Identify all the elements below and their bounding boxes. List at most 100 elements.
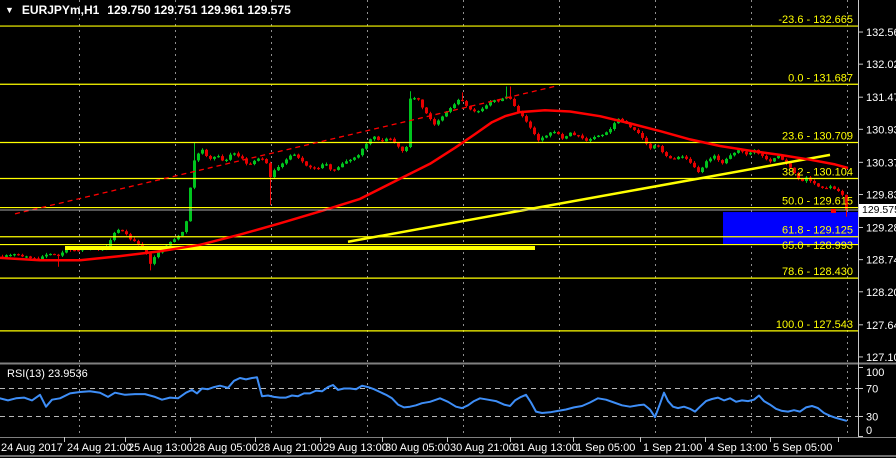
rsi-indicator-label: RSI(13) 23.9536 [7,368,88,380]
trendline-rising-yellow[interactable] [347,153,831,244]
candle-body [405,147,408,151]
price-tick-label: 132.025 [866,59,896,71]
time-axis-label: 25 Aug 13:00 [128,442,193,454]
candle-body [645,137,648,144]
candle-body [281,163,284,167]
candle-body [257,158,260,161]
symbol-dropdown-icon[interactable]: ▼ [5,5,14,15]
candle-body [745,151,748,155]
candle-body [109,240,112,247]
price-tick-label: 127.105 [866,352,896,364]
candle-body [501,98,504,102]
candle-body [381,140,384,142]
candle-body [269,163,272,178]
candle-body [589,139,592,141]
time-axis-label: 29 Aug 13:00 [323,442,388,454]
candle-body [385,138,388,142]
candle-body [497,100,500,102]
rsi-scale-label: 100 [866,367,884,379]
candle-body [633,127,636,130]
candle-body [261,158,264,160]
candle-body [677,156,680,160]
candle-body [553,131,556,134]
candle-body [345,161,348,164]
candle-body [581,135,584,139]
candle-body [145,248,148,254]
candle-body [721,160,724,164]
candle-body [733,152,736,156]
candle-body [689,158,692,163]
candle-body [325,164,328,166]
candle-body [241,156,244,159]
candle-body [245,158,248,164]
candle-body [569,132,572,137]
candle-body [321,164,324,169]
price-tick-label: 129.835 [866,189,896,201]
candle-body [605,132,608,135]
candle-body [717,155,720,161]
candle-body [825,187,828,190]
candle-body [661,146,664,153]
candle-body [333,169,336,171]
candle-body [273,170,276,178]
candle-body [513,98,516,107]
price-tick-label: 128.740 [866,255,896,267]
candle-body [209,155,212,159]
candle-body [541,137,544,141]
candle-body [313,167,316,169]
candle-body [449,108,452,112]
candle-body [153,257,156,264]
candle-body [217,156,220,158]
main-plot-area[interactable] [0,0,858,363]
candle-body [637,129,640,133]
symbol-period-label: EURJPYm,H1 [21,3,100,17]
time-axis-area[interactable] [0,437,896,458]
candle-body [205,149,208,156]
candle-body [601,134,604,137]
fib-level-label: -23.6 - 132.665 [778,14,853,26]
candle-body [181,231,184,236]
fib-level-label: 23.6 - 130.709 [782,130,853,142]
candle-body [293,154,296,156]
price-tick-label: 131.470 [866,92,896,104]
candle-body [365,143,368,149]
candle-body [681,156,684,158]
candle-body [457,99,460,105]
time-axis-label: 5 Sep 05:00 [773,442,832,454]
time-axis-label: 31 Aug 13:00 [513,442,578,454]
sma-red-line[interactable] [0,109,849,262]
candle-body [789,163,792,168]
price-tick-label: 132.565 [866,27,896,39]
candle-body [565,136,568,139]
candle-body [797,173,800,179]
candle-body [337,167,340,170]
candle-body [509,96,512,99]
candle-body [445,111,448,117]
fib-level-label: 50.0 - 129.615 [782,196,853,208]
candle-body [549,132,552,136]
fib-level-label: 61.8 - 129.125 [782,225,853,237]
candle-body [685,156,688,159]
candle-body [477,111,480,113]
candle-body [769,159,772,162]
candle-body [265,159,268,164]
candle-body [669,155,672,159]
candle-body [481,108,484,112]
candle-body [773,158,776,162]
candle-body [729,155,732,159]
price-tick-label: 128.200 [866,287,896,299]
candle-body [309,165,312,168]
candle-body [137,241,140,244]
candle-body [65,248,68,253]
candle-body [341,163,344,168]
candle-body [573,132,576,136]
candle-body [61,252,64,256]
candle-body [485,105,488,109]
candle-body [801,178,804,182]
trendline-dashed-red[interactable] [14,85,558,215]
candle-body [561,134,564,139]
highlight-rect[interactable] [723,212,858,245]
fib-level-label: 65.0 - 128.993 [782,240,853,252]
rsi-line [0,376,847,422]
